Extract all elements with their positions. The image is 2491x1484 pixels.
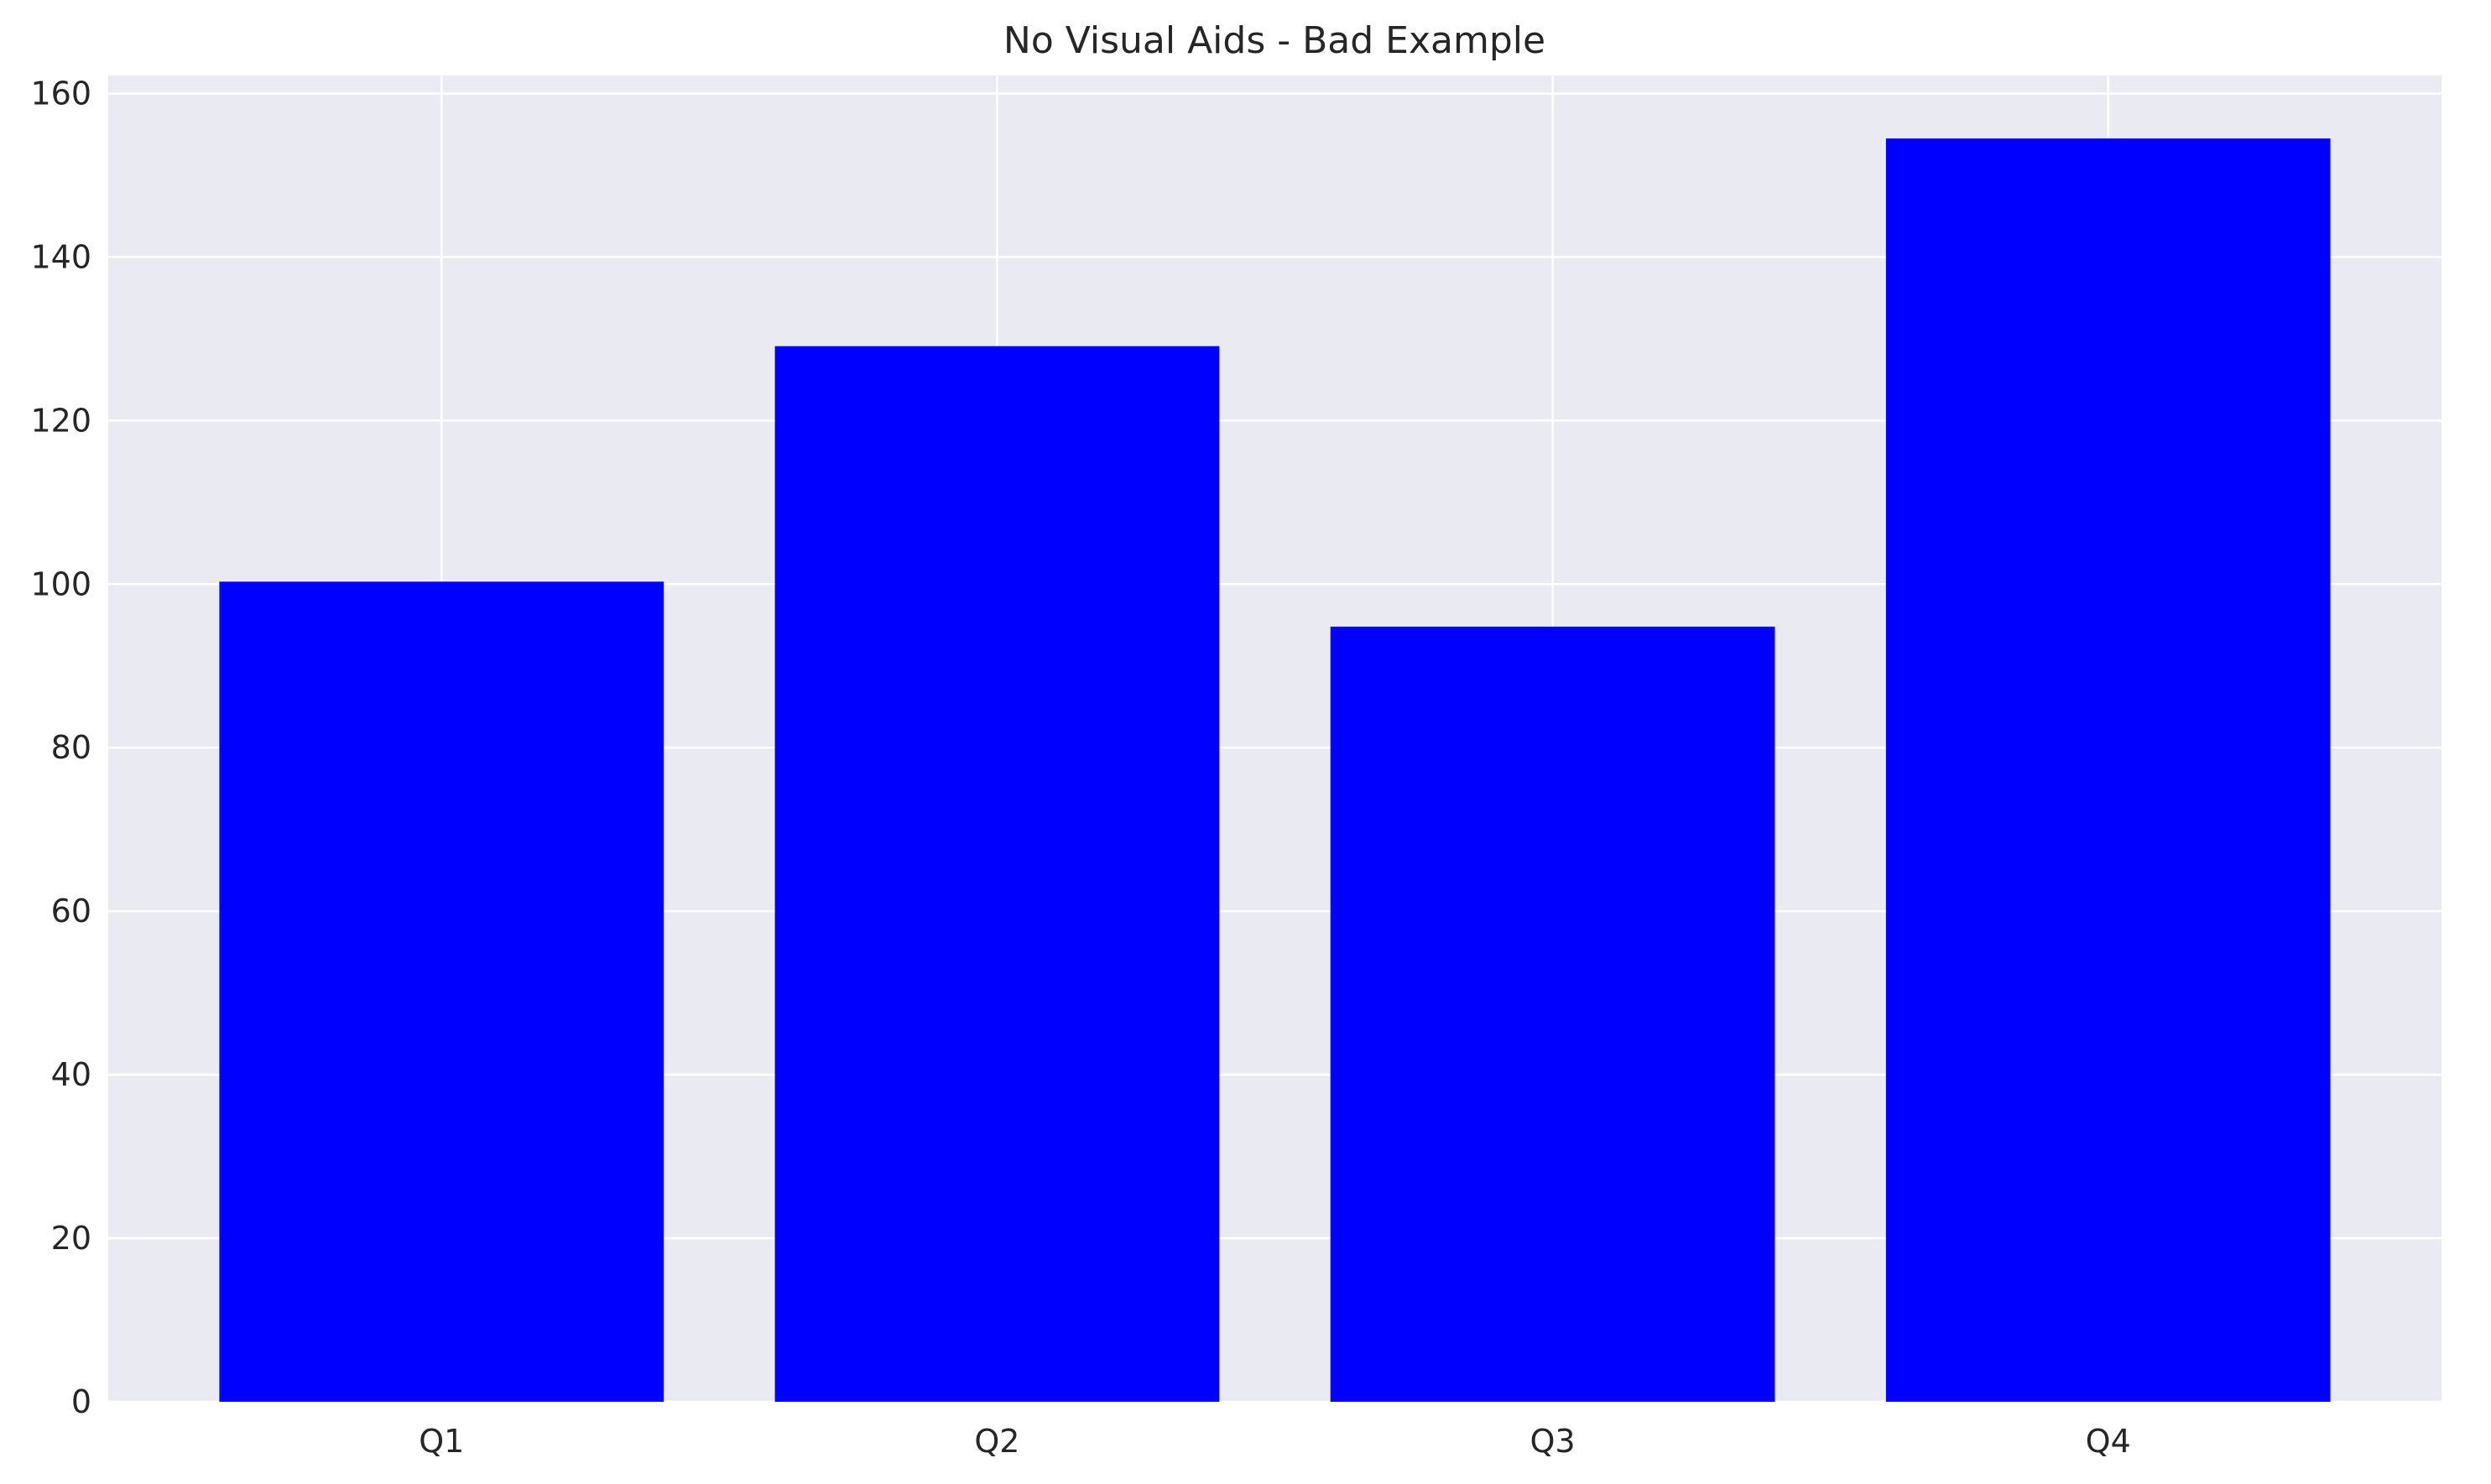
y-tick-label: 20	[51, 1220, 91, 1257]
y-tick-label: 160	[30, 75, 91, 112]
y-tick-label: 140	[30, 238, 91, 275]
bar-q2	[774, 346, 1220, 1402]
bar-q3	[1330, 626, 1775, 1402]
chart-title: No Visual Aids - Bad Example	[1003, 19, 1545, 62]
x-tick-label: Q4	[2086, 1423, 2131, 1460]
y-tick-label: 40	[51, 1056, 91, 1093]
bar-q1	[219, 581, 664, 1402]
x-axis-ticks: Q1 Q2 Q3 Q4	[419, 1423, 2131, 1460]
x-tick-label: Q2	[974, 1423, 1019, 1460]
bar-q4	[1885, 138, 2331, 1403]
y-tick-label: 80	[51, 729, 91, 766]
y-axis-ticks: 0 20 40 60 80 100 120 140 160	[30, 75, 91, 1420]
y-tick-label: 0	[71, 1383, 91, 1420]
y-tick-label: 60	[51, 893, 91, 929]
y-tick-label: 120	[30, 402, 91, 439]
x-tick-label: Q3	[1530, 1423, 1576, 1460]
x-tick-label: Q1	[419, 1423, 464, 1460]
y-tick-label: 100	[30, 565, 91, 602]
bars	[219, 138, 2331, 1403]
